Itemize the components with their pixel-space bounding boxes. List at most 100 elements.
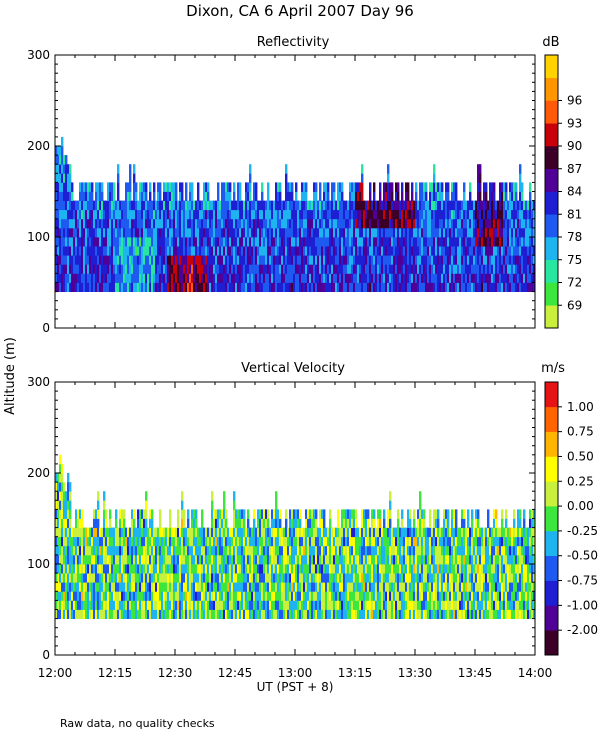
heatmap-cell (443, 227, 446, 238)
heatmap-cell (103, 218, 106, 229)
heatmap-cell (55, 164, 58, 174)
heatmap-cell (385, 246, 388, 256)
heatmap-cell (135, 273, 138, 283)
heatmap-cell (525, 264, 528, 274)
heatmap-cell (65, 591, 68, 601)
heatmap-cell (63, 509, 66, 519)
heatmap-cell (361, 536, 364, 547)
heatmap-cell (109, 191, 112, 201)
heatmap-cell (223, 255, 226, 265)
heatmap-cell (229, 536, 232, 547)
heatmap-cell (367, 264, 370, 274)
heatmap-cell (263, 518, 266, 528)
heatmap-cell (513, 273, 516, 283)
heatmap-cell (477, 173, 480, 183)
heatmap-cell (71, 536, 74, 547)
heatmap-cell (485, 255, 488, 265)
heatmap-cell (141, 218, 144, 229)
heatmap-cell (333, 246, 336, 256)
heatmap-cell (485, 191, 488, 201)
heatmap-cell (77, 545, 80, 556)
heatmap-cell (207, 282, 210, 292)
heatmap-cell (177, 527, 180, 538)
heatmap-cell (315, 564, 318, 574)
heatmap-cell (403, 564, 406, 574)
heatmap-cell (227, 237, 230, 247)
velocity-title: Vertical Velocity (241, 361, 345, 376)
heatmap-cell (67, 218, 70, 229)
heatmap-cell (161, 209, 164, 220)
heatmap-cell (89, 545, 92, 556)
heatmap-cell (457, 255, 460, 265)
heatmap-cell (281, 218, 284, 229)
heatmap-cell (429, 200, 432, 211)
heatmap-cell (239, 182, 242, 192)
heatmap-cell (293, 527, 296, 538)
heatmap-cell (91, 200, 94, 211)
heatmap-cell (217, 591, 220, 601)
heatmap-cell (141, 237, 144, 247)
heatmap-cell (115, 536, 118, 547)
heatmap-cell (89, 527, 92, 538)
heatmap-cell (481, 209, 484, 220)
heatmap-cell (115, 545, 118, 556)
heatmap-cell (235, 273, 238, 283)
heatmap-cell (413, 554, 416, 565)
heatmap-cell (73, 209, 76, 220)
heatmap-cell (377, 554, 380, 565)
heatmap-cell (145, 273, 148, 283)
heatmap-cell (159, 582, 162, 592)
heatmap-cell (319, 182, 322, 192)
heatmap-cell (263, 600, 266, 610)
heatmap-cell (385, 554, 388, 565)
heatmap-cell (173, 609, 176, 619)
heatmap-cell (525, 237, 528, 247)
heatmap-cell (531, 209, 534, 220)
heatmap-cell (199, 609, 202, 619)
heatmap-cell (161, 264, 164, 274)
heatmap-cell (411, 182, 414, 192)
heatmap-cell (125, 536, 128, 547)
heatmap-cell (209, 282, 212, 292)
heatmap-cell (359, 527, 362, 538)
heatmap-cell (139, 237, 142, 247)
heatmap-cell (353, 509, 356, 519)
heatmap-cell (521, 237, 524, 247)
heatmap-cell (401, 182, 404, 192)
heatmap-cell (503, 227, 506, 238)
heatmap-cell (67, 482, 70, 492)
heatmap-cell (89, 282, 92, 292)
heatmap-cell (491, 273, 494, 283)
heatmap-cell (147, 609, 150, 619)
heatmap-cell (351, 591, 354, 601)
heatmap-cell (301, 209, 304, 220)
heatmap-cell (353, 209, 356, 220)
heatmap-cell (229, 191, 232, 201)
heatmap-cell (255, 209, 258, 220)
heatmap-cell (435, 182, 438, 192)
heatmap-cell (375, 527, 378, 538)
heatmap-cell (221, 591, 224, 601)
heatmap-cell (331, 527, 334, 538)
heatmap-cell (345, 527, 348, 538)
heatmap-cell (275, 255, 278, 265)
heatmap-cell (209, 582, 212, 592)
heatmap-cell (365, 264, 368, 274)
heatmap-cell (233, 282, 236, 292)
heatmap-cell (525, 209, 528, 220)
heatmap-cell (189, 591, 192, 601)
heatmap-cell (343, 273, 346, 283)
heatmap-cell (533, 227, 536, 238)
heatmap-cell (327, 227, 330, 238)
heatmap-cell (353, 609, 356, 619)
heatmap-cell (327, 264, 330, 274)
heatmap-cell (241, 264, 244, 274)
heatmap-cell (391, 609, 394, 619)
heatmap-cell (333, 218, 336, 229)
heatmap-cell (73, 527, 76, 538)
heatmap-cell (75, 545, 78, 556)
heatmap-cell (167, 282, 170, 292)
heatmap-cell (353, 191, 356, 201)
heatmap-cell (347, 282, 350, 292)
heatmap-cell (93, 609, 96, 619)
